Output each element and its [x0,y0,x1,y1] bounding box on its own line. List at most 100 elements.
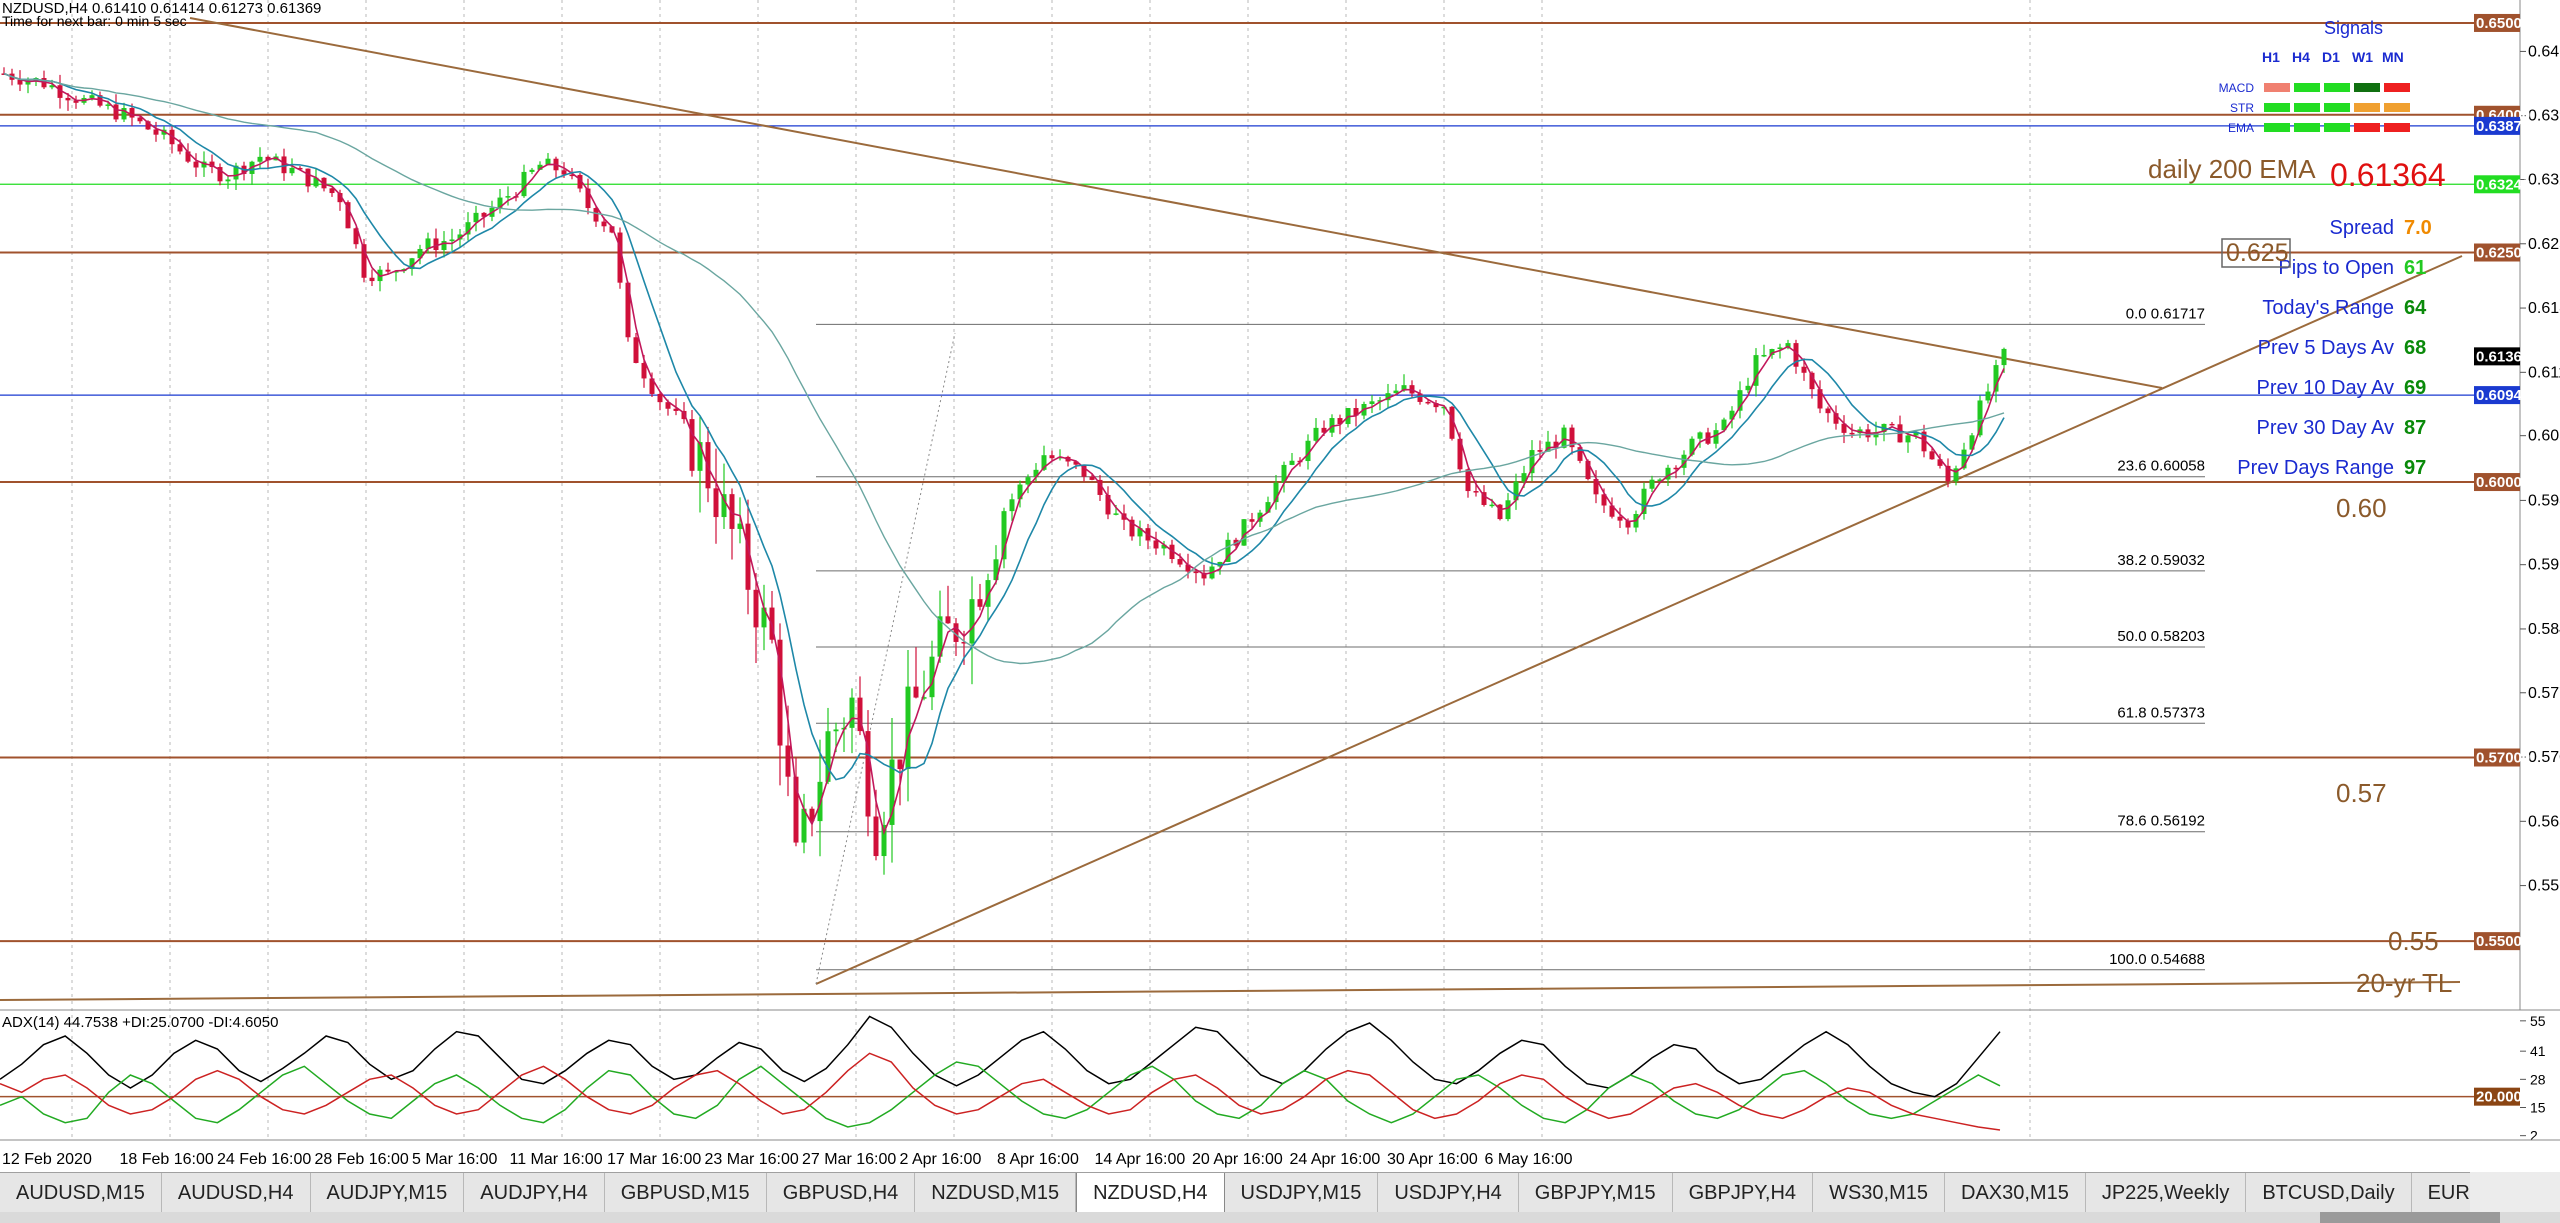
price-axis-label: 0.59800 [2528,492,2560,509]
tab-dax30-m15[interactable]: DAX30,M15 [1945,1173,2086,1213]
candle-body [65,97,71,101]
signals-columns: H1 H4 D1 W1 MN [2262,49,2404,65]
tab-audusd-h4[interactable]: AUDUSD,H4 [161,1173,311,1213]
candle-body [1113,513,1119,515]
tab-nzdusd-h4[interactable]: NZDUSD,H4 [1076,1173,1225,1217]
signals-panel: Signals H1 H4 D1 W1 MN MACD STR EMA [2219,18,2410,135]
candle-body [481,212,487,217]
price-chart[interactable]: 0.0 0.61717 23.6 0.60058 38.2 0.59032 50.0 … [0,0,2560,1172]
tab-btcusd-daily[interactable]: BTCUSD,Daily [2246,1173,2412,1213]
candle-body [193,161,199,168]
slow-ma-line [3,72,2005,665]
fib-level-label: 100.0 0.54688 [2109,951,2205,968]
time-label: 5 Mar 16:00 [412,1151,497,1168]
tab-gbpusd-h4[interactable]: GBPUSD,H4 [766,1173,916,1213]
candle-body [689,419,695,471]
tab-jp225-weekly[interactable]: JP225,Weekly [2085,1173,2247,1213]
candle-body [265,156,271,161]
candle-body [617,232,623,283]
candle-body [177,144,183,152]
candle-body [225,179,231,182]
twenty-year-trendline[interactable] [0,981,2461,1001]
candle-body [809,808,815,822]
candle-body [129,108,135,118]
price-axis-label: 0.63295 [2528,172,2560,189]
signal-cell [2354,123,2380,132]
info-row-label: Prev 30 Day Av [2257,417,2394,439]
candle-body [1841,423,1847,433]
candle-body [1385,393,1391,401]
time-label: 24 Feb 16:00 [217,1151,311,1168]
scrollbar-thumb[interactable] [2320,1212,2500,1223]
candle-body [1601,494,1607,506]
tab-nzdusd-m15[interactable]: NZDUSD,M15 [915,1173,1077,1213]
candle-body [1577,447,1583,461]
fib-level-label: 23.6 0.60058 [2117,458,2205,475]
adx-indicator[interactable] [0,1015,2520,1131]
fibonacci-retracement[interactable]: 0.0 0.61717 23.6 0.60058 38.2 0.59032 50.0 … [816,305,2205,971]
candle-body [569,174,575,177]
candle-body [1729,410,1735,420]
candle-body [1561,427,1567,448]
price-axis-label: 0.55605 [2528,878,2560,895]
candle-body [785,745,791,777]
candle-body [761,607,767,628]
candle-body [1697,432,1703,439]
tab-ws30-m15[interactable]: WS30,M15 [1813,1173,1945,1213]
info-row-value: 87 [2404,417,2426,439]
price-tag-box [2474,473,2520,492]
candle-body [865,731,871,817]
candle-body [1321,427,1327,433]
candle-body [233,165,239,180]
candle-body [977,599,983,607]
twenty-year-tl-label: 20-yr TL [2356,968,2452,998]
horizontal-levels[interactable] [0,21,2520,943]
candle-body [625,282,631,338]
trendlines[interactable] [0,17,2463,1001]
tab-audjpy-h4[interactable]: AUDJPY,H4 [464,1173,605,1213]
tab-gbpusd-m15[interactable]: GBPUSD,M15 [604,1173,767,1213]
price-tag-label: 0.63243 [2476,176,2530,193]
candle-body [321,177,327,189]
candle-body [881,824,887,857]
tab-gbpjpy-h4[interactable]: GBPJPY,H4 [1672,1173,1814,1213]
candle-body [1025,477,1031,485]
time-label: 8 Apr 16:00 [997,1151,1079,1168]
candle-body [1953,468,1959,482]
tab-audusd-m15[interactable]: AUDUSD,M15 [0,1173,162,1213]
adx-series-line [0,1061,2001,1128]
candle-body [153,129,159,135]
descending-trendline[interactable] [189,17,2163,389]
candle-body [801,808,807,843]
candle-body [537,164,543,170]
candle-body [1929,451,1935,460]
ascending-trendline[interactable] [815,255,2463,985]
adx-series-line [0,1015,2001,1098]
horizontal-scrollbar[interactable] [0,1212,2560,1223]
tab-gbpjpy-m15[interactable]: GBPJPY,M15 [1518,1173,1673,1213]
time-label: 12 Feb 2020 [2,1151,92,1168]
price-axis[interactable]: 0.64690 0.63990 0.63295 0.62595 0.61895 0.611… [2520,43,2560,895]
candle-body [585,188,591,209]
candle-body [1513,481,1519,501]
tab-usdjpy-h4[interactable]: USDJPY,H4 [1378,1173,1519,1213]
signal-cell [2264,83,2290,92]
price-axis-label: 0.58400 [2528,621,2560,638]
candle-body [1945,465,1951,482]
candle-body [1425,401,1431,404]
tab-audjpy-m15[interactable]: AUDJPY,M15 [310,1173,465,1213]
box-0625-frame [2221,238,2291,268]
info-row-value: 61 [2404,257,2426,279]
candle-body [1193,571,1199,574]
candle-body [353,228,359,245]
price-axis-label: 0.61195 [2528,364,2560,381]
tab-usdjpy-m15[interactable]: USDJPY,M15 [1224,1173,1379,1213]
signal-cell [2294,83,2320,92]
signal-cell [2294,103,2320,112]
info-row-label: Spread [2330,217,2395,239]
time-label: 6 May 16:00 [1485,1151,1573,1168]
candle-body [609,226,615,233]
info-row-value: 69 [2404,377,2426,399]
time-label: 23 Mar 16:00 [705,1151,799,1168]
